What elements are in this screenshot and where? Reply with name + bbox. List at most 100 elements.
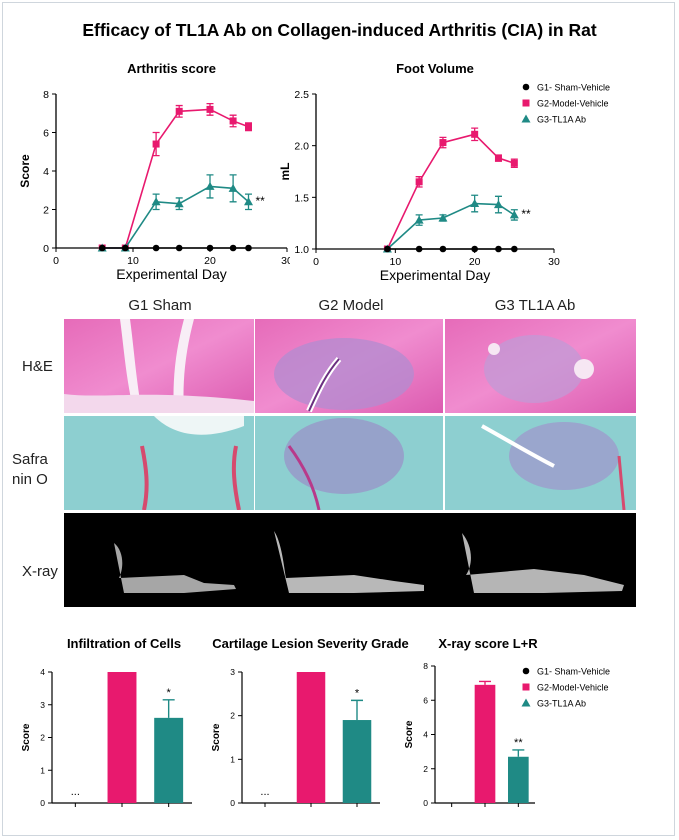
xray-score-bar-chart: 0 2 4 6 8 Score **: [404, 661, 535, 808]
data-point: [152, 140, 160, 148]
data-point: [174, 199, 184, 208]
data-point: [439, 245, 447, 253]
significance-marker: **: [256, 194, 266, 208]
y-tick-label: 8: [423, 661, 428, 671]
data-point: [206, 244, 214, 252]
legend-label-1: G1- Sham-Vehicle: [537, 667, 610, 677]
data-point: [471, 245, 478, 253]
data-point: [228, 183, 238, 192]
x-tick-label: 10: [127, 255, 139, 267]
x-tick-label: 0: [53, 255, 59, 267]
y-tick-label: 1.5: [294, 192, 309, 204]
column-label-g2: G2 Model: [318, 297, 384, 314]
x-tick-label: 10: [389, 256, 401, 268]
row-label-he: H&E: [22, 358, 53, 375]
y-tick-label: 0: [230, 798, 235, 808]
y-tick-label: 4: [423, 730, 428, 740]
significance-marker: **: [514, 737, 523, 749]
bar-3: [154, 717, 184, 803]
significance-marker: *: [167, 687, 172, 699]
legend-top: G1- Sham-Vehicle G2-Model-Vehicle G3-TL1A …: [521, 83, 610, 125]
y-tick-label: 0: [40, 798, 45, 808]
error-bar: [512, 749, 525, 757]
y-tick-label: 1.0: [294, 244, 309, 256]
xray-images: [64, 513, 636, 607]
bar-title-cartilage: Cartilage Lesion Severity Grade: [212, 636, 409, 651]
bar-title-infiltration: Infiltration of Cells: [66, 636, 182, 651]
data-point: [493, 200, 503, 209]
significance-marker: **: [521, 207, 531, 221]
data-point: [205, 181, 215, 190]
bar-title-xray: X-ray score L+R: [438, 636, 538, 651]
bar-3: [342, 720, 372, 803]
foot-volume-chart: Foot Volume 1.0 1.5 2.0 2.5 0 10 20 30 Experiment…: [278, 61, 560, 283]
x-tick-label: 20: [204, 255, 216, 267]
arthritis-score-chart: Arthritis score 0 2 4 6 8 0 10 20 30 Experimental …: [18, 61, 290, 282]
data-point: [511, 245, 518, 253]
y-tick-label: 4: [40, 667, 45, 677]
data-point: [175, 244, 183, 252]
series-line-2: [102, 108, 249, 249]
y-tick-label: 8: [43, 89, 49, 101]
legend-label-2: G2-Model-Vehicle: [537, 99, 609, 109]
legend-marker-2: [522, 99, 530, 107]
data-point: [494, 154, 502, 162]
y-tick-label: 6: [423, 695, 428, 705]
x-tick-label: 20: [469, 256, 481, 268]
y-tick-label: 6: [43, 128, 49, 140]
chart-title: Foot Volume: [396, 61, 474, 76]
x-tick-label: 0: [313, 256, 319, 268]
row-label-safranin: Safra nin O: [12, 451, 48, 488]
data-point: [229, 117, 237, 125]
row-label-xray: X-ray: [22, 563, 58, 580]
y-tick-label: 2: [423, 764, 428, 774]
data-point: [245, 244, 252, 252]
y-tick-label: 0: [423, 798, 428, 808]
data-point: [244, 197, 253, 206]
x-axis-label: Experimental Day: [380, 267, 491, 283]
data-point: [438, 213, 448, 222]
y-tick-label: 0: [43, 243, 49, 255]
bar-2: [296, 672, 326, 803]
y-axis-label: Score: [211, 723, 222, 751]
bar-2: [474, 684, 496, 803]
y-tick-label: 3: [40, 700, 45, 710]
y-axis-label: mL: [278, 163, 292, 181]
column-label-g3: G3 TL1A Ab: [494, 297, 576, 314]
data-point: [471, 130, 479, 138]
infiltration-bar-chart: 0 1 2 3 4 Score... *: [21, 667, 192, 808]
bar-2: [107, 672, 137, 803]
data-point: [98, 244, 106, 252]
y-tick-label: 1: [230, 754, 235, 764]
y-axis-label: Score: [404, 720, 415, 748]
y-tick-label: 2: [230, 711, 235, 721]
data-point: [122, 244, 129, 252]
legend-label-1: G1- Sham-Vehicle: [537, 83, 610, 93]
y-axis-label: Score: [21, 723, 32, 751]
data-point: [245, 123, 252, 131]
legend-label-2: G2-Model-Vehicle: [537, 683, 609, 693]
y-tick-label: 4: [43, 166, 49, 178]
data-point: [439, 139, 447, 147]
chart-title: Arthritis score: [127, 61, 216, 76]
data-point: [175, 107, 183, 115]
data-point: [229, 244, 237, 252]
data-point: [152, 244, 160, 252]
x-tick-label: 30: [281, 255, 290, 267]
data-point: [384, 245, 391, 253]
legend-marker-3: [521, 114, 531, 123]
data-point: [415, 178, 423, 186]
data-point: [415, 245, 423, 253]
x-tick-label: 30: [548, 256, 560, 268]
data-point: [510, 159, 518, 167]
legend-label-3: G3-TL1A Ab: [537, 115, 586, 125]
y-tick-label: 2: [43, 205, 49, 217]
y-tick-label: 2: [40, 733, 45, 743]
data-point: [206, 105, 214, 113]
error-bar: [351, 699, 363, 721]
column-label-g1: G1 Sham: [128, 297, 192, 314]
series-line-3: [102, 185, 250, 249]
y-tick-label: 1: [40, 765, 45, 775]
legend-marker-1: [522, 667, 530, 675]
legend-marker-3: [521, 698, 531, 707]
